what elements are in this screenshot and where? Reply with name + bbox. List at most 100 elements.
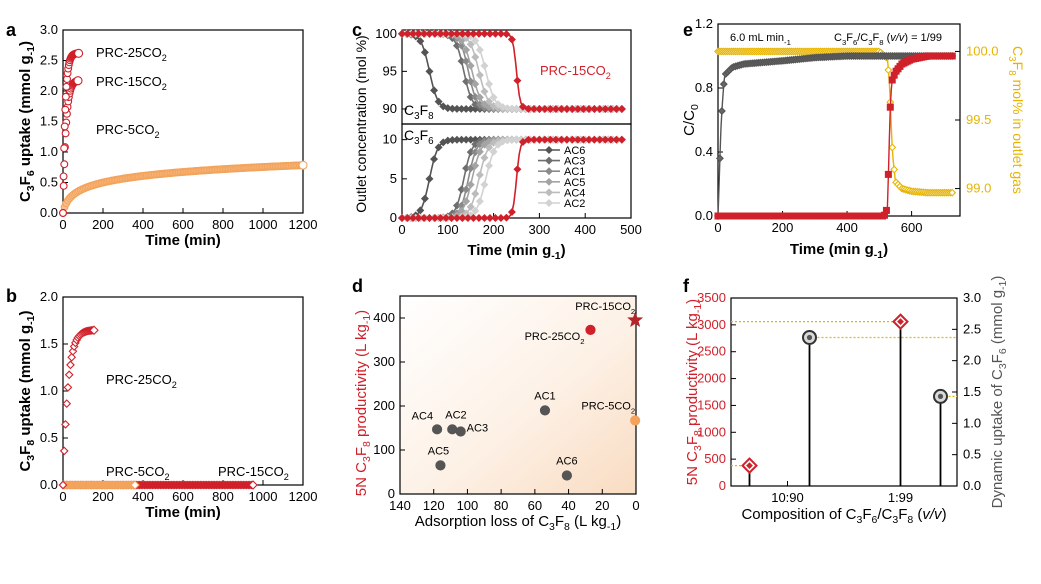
series-PRC-25CO2-point <box>67 352 77 362</box>
text-part: ) = 1/99 <box>904 32 942 44</box>
legend-label: AC3 <box>564 156 585 168</box>
panel-d: 140 120 100 80 60 40 20 00100200300400Adsorptio… <box>353 295 644 533</box>
series-gray-point <box>715 154 724 163</box>
series-PRC-15CO2-c3f8-point <box>425 29 434 38</box>
series-PRC-15CO2-c3f8-point <box>529 104 538 113</box>
x-axis-label: Time (min g-1) <box>467 242 565 262</box>
series-label-PRC-5CO2: PRC-5CO2 <box>96 122 160 140</box>
series-PRC-15CO2-c3f8-point <box>507 35 516 44</box>
text-part: 8 <box>361 441 373 447</box>
text-part: 8 <box>907 514 913 526</box>
series-PRC-15CO2-c3f6-point <box>463 214 472 222</box>
series-PRC-15CO2-c3f6-point <box>584 135 593 144</box>
x-tick-label: 40 <box>561 498 575 513</box>
plot-frame <box>399 295 637 495</box>
series-PRC-15CO2-c3f8-point <box>436 29 445 38</box>
y-tick-label: 0.5 <box>963 447 981 462</box>
y-tick-label: 500 <box>704 451 726 466</box>
series-AC4-c3f6-point <box>485 143 493 152</box>
y-tick-label: 0 <box>390 210 397 225</box>
series-PRC-15CO2-c3f6-point <box>441 214 450 222</box>
text-part: ) <box>616 513 621 530</box>
series-PRC-15CO2-c3f6-point <box>535 135 544 144</box>
panel-e: 0 200 400 600 0.0 0.4 0.8 1.2 99.0 99.5 100.0 Time … <box>681 16 1026 261</box>
panel-label-c: c <box>352 20 362 40</box>
text-part: C <box>17 191 34 202</box>
series-PRC-15CO2-c3f8-point <box>546 104 555 113</box>
y-axis-label: Outlet concentration (mol %) <box>353 35 369 212</box>
x-tick-label: 400 <box>132 489 154 504</box>
series-PRC-25CO2-point <box>66 360 75 370</box>
panel-label-a: a <box>6 20 17 40</box>
series-AC4-c3f8-point <box>485 97 493 106</box>
x-tick-label: 1000 <box>249 217 278 232</box>
text-part: productivity (L kg <box>684 313 701 430</box>
series-PRC-15CO2-c3f6-point <box>518 137 527 146</box>
series-PRC-15CO2-c3f6-point <box>502 213 511 222</box>
x-tick-label: 400 <box>574 222 596 237</box>
text-part: PRC-15CO <box>540 63 606 78</box>
series-PRC-25CO2-point <box>61 92 70 101</box>
series-PRC-15CO2-c3f6-point <box>414 214 423 222</box>
x-tick-label: 100 <box>457 498 479 513</box>
y-tick-label: 100 <box>375 26 397 41</box>
series-AC6-c3f8-point <box>425 67 434 76</box>
text-part: 2 <box>284 472 289 482</box>
point-label-PRC-15CO2: PRC-15CO2 <box>575 301 635 316</box>
text-part: 3 <box>25 455 37 461</box>
x-tick-label: 200 <box>92 489 114 504</box>
text-part: PRC-25CO <box>106 372 172 387</box>
series-PRC-15CO2-c3f8-point <box>568 104 577 113</box>
series-PRC-15CO2-c3f6-point <box>513 165 522 174</box>
plot-background <box>400 296 636 494</box>
x-axis-label: Time (min) <box>145 232 221 249</box>
data-point-AC2 <box>447 424 458 435</box>
series-AC4-c3f6-line <box>402 138 622 219</box>
x-tick-label: 300 <box>529 222 551 237</box>
series-red-point <box>884 170 892 178</box>
text-part: Time (min g <box>467 242 551 259</box>
series-yellow-point <box>890 165 899 174</box>
y-tick-label: 1.0 <box>40 144 58 159</box>
series-PRC-15CO2-point <box>60 160 69 169</box>
x-axis-label: Time (min) <box>145 504 221 521</box>
text-part: (mmol g <box>989 290 1006 348</box>
data-point-AC3 <box>455 426 466 437</box>
text-part: C <box>17 461 34 472</box>
y-tick-label: 99.5 <box>966 112 991 127</box>
text-part: 3 <box>692 445 704 451</box>
series-PRC-15CO2-c3f8-point <box>491 29 500 38</box>
point-label-AC2: AC2 <box>445 409 466 421</box>
y-tick-label: 5 <box>390 171 397 186</box>
series-end-marker <box>74 48 84 58</box>
x-tick-label: 80 <box>494 498 508 513</box>
series-AC6-c3f8-point <box>434 97 443 106</box>
series-PRC-15CO2-c3f6-point <box>524 135 533 144</box>
text-part: ( <box>884 32 891 44</box>
x-tick-label: 0 <box>714 220 721 235</box>
y-tick-label: 0.8 <box>695 80 713 95</box>
text-part: 2 <box>165 472 170 482</box>
data-point-PRC-15CO2 <box>627 311 644 328</box>
series-PRC-15CO2-c3f6-point <box>496 214 505 222</box>
series-PRC-25CO2-point <box>63 383 73 392</box>
y-tick-label: 2.0 <box>963 353 981 368</box>
uptake-marker-core <box>806 334 813 341</box>
series-red-point <box>948 52 956 60</box>
text-part: F <box>420 127 429 143</box>
text-part: uptake (mmol g <box>17 325 34 440</box>
series-AC6-c3f8-point <box>439 102 448 111</box>
text-part: Dynamic uptake of C <box>989 369 1006 508</box>
text-part: C <box>404 127 414 143</box>
series-PRC-25CO2-point <box>62 399 72 408</box>
series-label-PRC-15CO2: PRC-15CO2 <box>96 74 167 92</box>
series-PRC-15CO2-c3f6-point <box>507 208 516 217</box>
text-part: 3 <box>1006 56 1017 62</box>
series-label-PRC-15CO2: PRC-15CO2 <box>218 464 289 482</box>
series-PRC-15CO2-c3f8-point <box>562 104 571 113</box>
series-AC2-c3f6-point <box>480 180 489 189</box>
y-tick-label: 2.5 <box>963 321 981 336</box>
text-part: 6 <box>872 514 878 526</box>
y-axis-right-label: Dynamic uptake of C3F6 (mmol g-1) <box>989 276 1009 509</box>
